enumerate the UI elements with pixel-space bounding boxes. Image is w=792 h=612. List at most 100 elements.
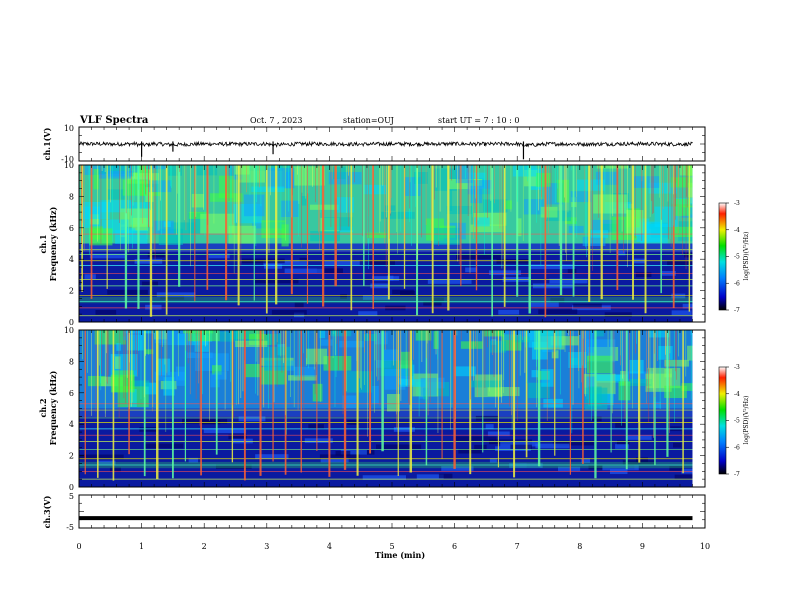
- spec-patch: [543, 398, 563, 408]
- spec-patch: [372, 276, 400, 281]
- spec-patch: [420, 377, 437, 396]
- spec-patch: [255, 454, 289, 459]
- spec-patch: [595, 374, 628, 381]
- x-tick-label: 9: [640, 542, 645, 551]
- colorbar-tick-label: -4: [734, 391, 740, 398]
- spec-patch: [604, 312, 632, 318]
- spec-patch: [163, 377, 175, 396]
- ch1-waveform-panel: 10 -10 ch.1(V): [42, 124, 706, 164]
- spec-patch: [673, 226, 698, 238]
- spec-band-mid: [79, 408, 705, 417]
- spec-patch: [474, 217, 490, 227]
- y-tick-label: 4: [69, 255, 74, 264]
- spec-patch: [203, 428, 247, 434]
- spec-patch: [618, 378, 652, 387]
- spec-patch: [228, 225, 257, 244]
- y-tick-label: 2: [69, 452, 74, 461]
- spec-patch: [510, 444, 532, 450]
- spec-patch: [617, 440, 630, 446]
- header-start-time: start UT = 7 : 10 : 0: [438, 116, 519, 125]
- ch1-spec-ylabel-top: ch.1: [38, 234, 48, 253]
- spec-patch: [648, 330, 670, 338]
- y-tick-label: 4: [69, 420, 74, 429]
- spec-patch: [470, 224, 504, 233]
- spec-patch: [107, 289, 148, 295]
- ch2-colorbar-label: log(PSD)(V²/Hz): [743, 396, 750, 445]
- spec-patch: [595, 330, 604, 337]
- header-date: Oct. 7 , 2023: [250, 116, 302, 125]
- spec-patch: [145, 443, 184, 449]
- spec-patch: [602, 465, 639, 471]
- spec-band-1khz: [79, 296, 705, 304]
- spec-patch: [340, 449, 367, 455]
- spec-patch: [139, 427, 159, 432]
- spec-patch: [93, 169, 99, 190]
- spec-patch: [567, 268, 577, 274]
- spec-patch: [669, 466, 684, 471]
- spec-patch: [674, 474, 705, 480]
- spec-patch: [620, 371, 626, 386]
- spec-patch: [115, 356, 121, 369]
- spec-patch: [251, 186, 285, 192]
- spec-patch: [393, 427, 415, 432]
- spec-patch: [456, 254, 501, 260]
- spec-patch: [89, 214, 100, 225]
- spec-patch: [304, 438, 333, 444]
- spec-patch: [323, 356, 352, 371]
- spec-patch: [340, 294, 347, 299]
- spec-patch: [516, 218, 522, 237]
- spec-patch: [647, 367, 681, 389]
- spec-patch: [156, 292, 196, 298]
- spec-patch: [97, 460, 116, 466]
- spec-patch: [474, 444, 487, 450]
- spec-patch: [154, 371, 186, 381]
- spec-patch: [568, 352, 587, 368]
- spec-patch: [531, 370, 539, 378]
- ch1-ytick-top: 10: [64, 124, 74, 133]
- spec-patch: [591, 416, 602, 422]
- y-tick-label: 0: [69, 318, 74, 327]
- ch1-waveform-line: [78, 140, 693, 148]
- colorbar-tick-label: -3: [734, 200, 740, 207]
- spec-patch: [618, 381, 631, 401]
- spec-patch: [629, 359, 644, 374]
- spec-patch: [248, 165, 283, 171]
- ch2-spec-ylabel: Frequency (kHz): [48, 370, 58, 445]
- spec-patch: [430, 297, 444, 303]
- spec-patch: [528, 330, 562, 348]
- spec-patch: [500, 441, 539, 447]
- spec-patch: [244, 363, 262, 378]
- spec-patch: [615, 423, 627, 428]
- ch2-spec-ylabel-top: ch.2: [38, 398, 48, 417]
- ch3-ylabel: ch.3(V): [42, 495, 52, 528]
- spec-patch: [280, 200, 299, 217]
- spec-patch: [358, 311, 378, 316]
- x-tick-label: 0: [76, 542, 81, 551]
- spec-patch: [671, 310, 692, 316]
- spec-patch: [106, 170, 134, 177]
- spec-patch: [335, 450, 351, 456]
- spec-patch: [271, 309, 307, 315]
- figure-title: VLF Spectra: [79, 115, 149, 126]
- spec-patch: [441, 466, 474, 471]
- spec-patch: [127, 173, 159, 184]
- y-tick-label: 2: [69, 287, 74, 296]
- spec-patch: [238, 416, 266, 422]
- spec-patch: [293, 366, 317, 377]
- spec-patch: [284, 268, 325, 274]
- spec-patch: [556, 179, 570, 203]
- spec-patch: [293, 312, 305, 318]
- spec-patch: [545, 210, 571, 222]
- spec-patch: [369, 260, 395, 265]
- spec-patch: [626, 210, 644, 234]
- spec-patch: [148, 180, 172, 193]
- spec-patch: [301, 196, 307, 206]
- spec-patch: [372, 385, 379, 404]
- spec-patch: [319, 454, 360, 460]
- ch1-ylabel: ch.1(V): [42, 127, 52, 160]
- spec-patch: [160, 294, 185, 300]
- spec-patch: [82, 201, 110, 219]
- spec-patch: [84, 274, 96, 279]
- spec-patch: [581, 458, 591, 463]
